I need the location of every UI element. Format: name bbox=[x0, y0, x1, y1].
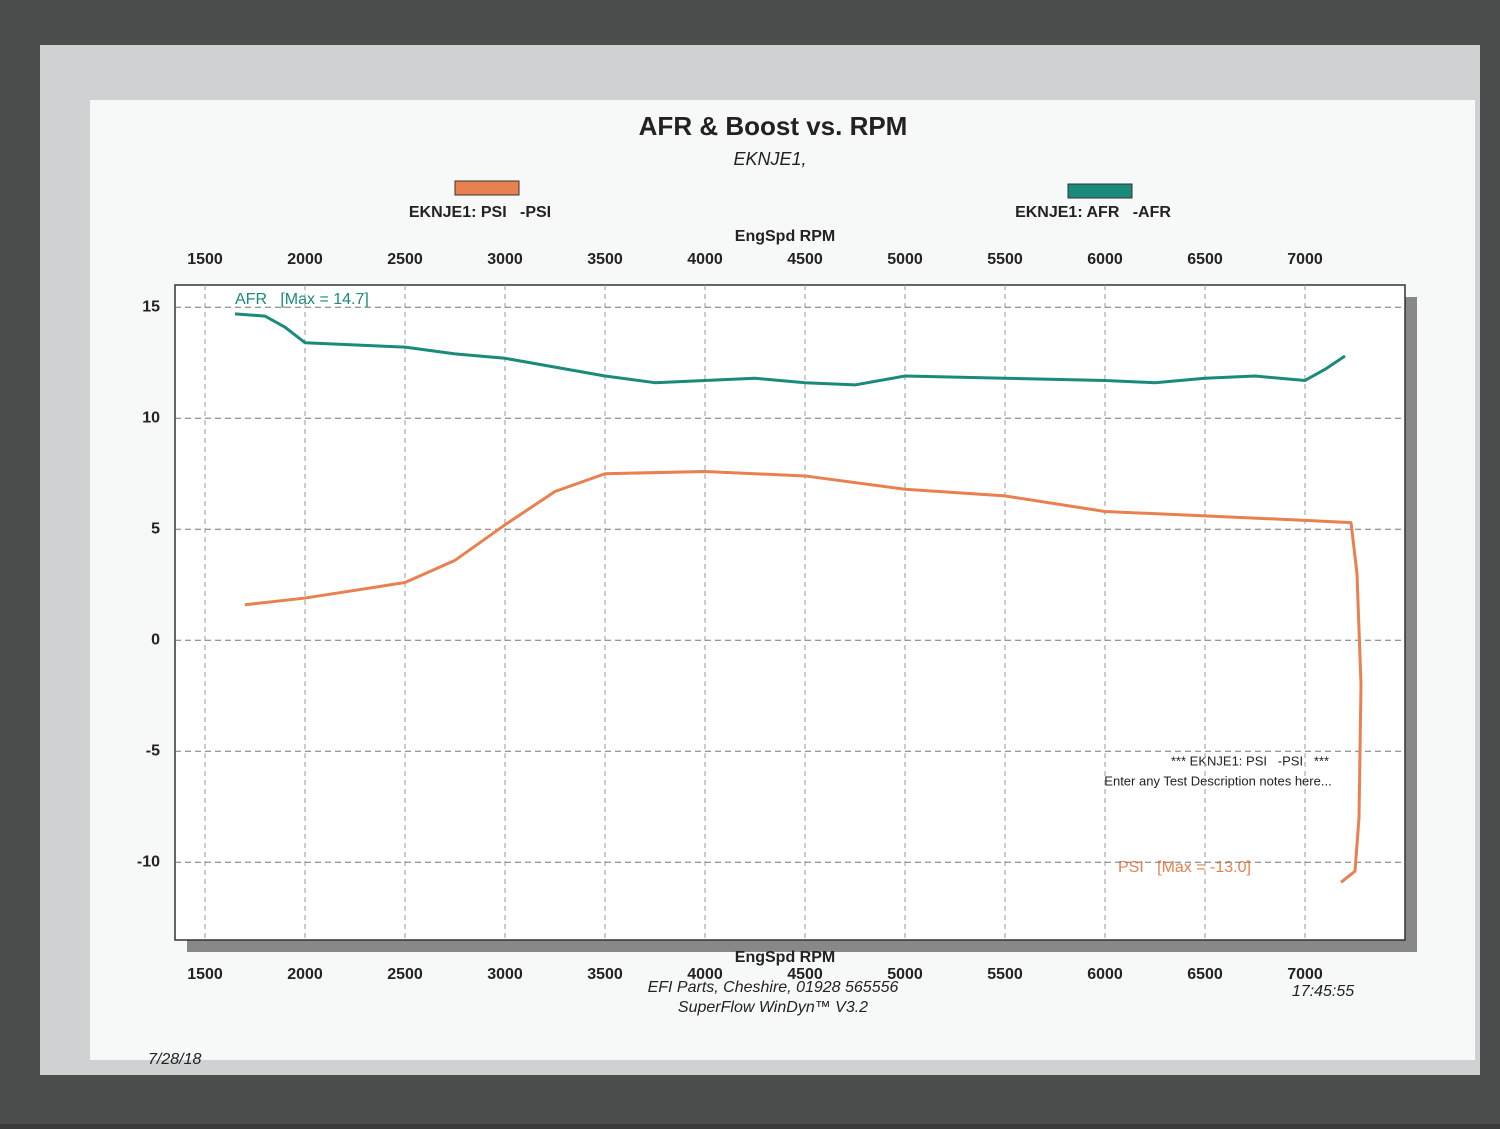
x-axis-label: EngSpd RPM bbox=[735, 949, 835, 966]
time: 17:45:55 bbox=[1292, 983, 1354, 1000]
footer: EFI Parts, Cheshire, 01928 565556 bbox=[648, 979, 899, 996]
x-tick-label: 6500 bbox=[1187, 966, 1223, 983]
x-tick-label: 3000 bbox=[487, 251, 523, 268]
x-tick-label: 4500 bbox=[787, 251, 823, 268]
x-axis-label: EngSpd RPM bbox=[735, 228, 835, 245]
x-tick-label: 6500 bbox=[1187, 251, 1223, 268]
annotation: AFR [Max = 14.7] bbox=[235, 291, 369, 308]
x-tick-label: 6000 bbox=[1087, 251, 1123, 268]
chart-subtitle: EKNJE1, bbox=[733, 149, 806, 169]
chart-title: AFR & Boost vs. RPM bbox=[639, 111, 908, 141]
y-tick-label: 5 bbox=[151, 520, 160, 537]
legend-label: EKNJE1: AFR -AFR bbox=[1015, 204, 1171, 221]
x-tick-label: 2500 bbox=[387, 251, 423, 268]
x-tick-label: 1500 bbox=[187, 251, 223, 268]
x-tick-label: 4000 bbox=[687, 966, 723, 983]
legend-swatch bbox=[454, 180, 520, 196]
y-tick-label: -5 bbox=[146, 742, 160, 759]
x-tick-label: 4500 bbox=[787, 966, 823, 983]
x-tick-label: 3500 bbox=[587, 966, 623, 983]
x-tick-label: 5500 bbox=[987, 251, 1023, 268]
legend-label: EKNJE1: PSI -PSI bbox=[409, 204, 551, 221]
annotation: PSI [Max = -13.0] bbox=[1118, 859, 1251, 876]
x-tick-label: 6000 bbox=[1087, 966, 1123, 983]
series-line bbox=[244, 470, 1363, 884]
footer: SuperFlow WinDyn™ V3.2 bbox=[678, 999, 868, 1016]
note: *** EKNJE1: PSI -PSI *** bbox=[1171, 753, 1329, 768]
x-tick-label: 3500 bbox=[587, 251, 623, 268]
x-tick-label: 4000 bbox=[687, 251, 723, 268]
x-tick-label: 5000 bbox=[887, 251, 923, 268]
date: 7/28/18 bbox=[148, 1051, 201, 1068]
x-tick-label: 2500 bbox=[387, 966, 423, 983]
x-tick-label: 2000 bbox=[287, 966, 323, 983]
y-tick-label: 0 bbox=[151, 631, 160, 648]
x-tick-label: 7000 bbox=[1287, 966, 1323, 983]
x-tick-label: 5000 bbox=[887, 966, 923, 983]
series-line bbox=[234, 312, 1346, 387]
note: Enter any Test Description notes here... bbox=[1104, 773, 1331, 788]
x-tick-label: 2000 bbox=[287, 251, 323, 268]
x-tick-label: 5500 bbox=[987, 966, 1023, 983]
x-tick-label: 7000 bbox=[1287, 251, 1323, 268]
x-tick-label: 3000 bbox=[487, 966, 523, 983]
x-tick-label: 1500 bbox=[187, 966, 223, 983]
y-tick-label: 15 bbox=[142, 298, 160, 315]
y-tick-label: 10 bbox=[142, 409, 160, 426]
plot-area bbox=[174, 284, 1406, 941]
y-tick-label: -10 bbox=[137, 854, 160, 871]
legend-swatch bbox=[1067, 183, 1133, 199]
